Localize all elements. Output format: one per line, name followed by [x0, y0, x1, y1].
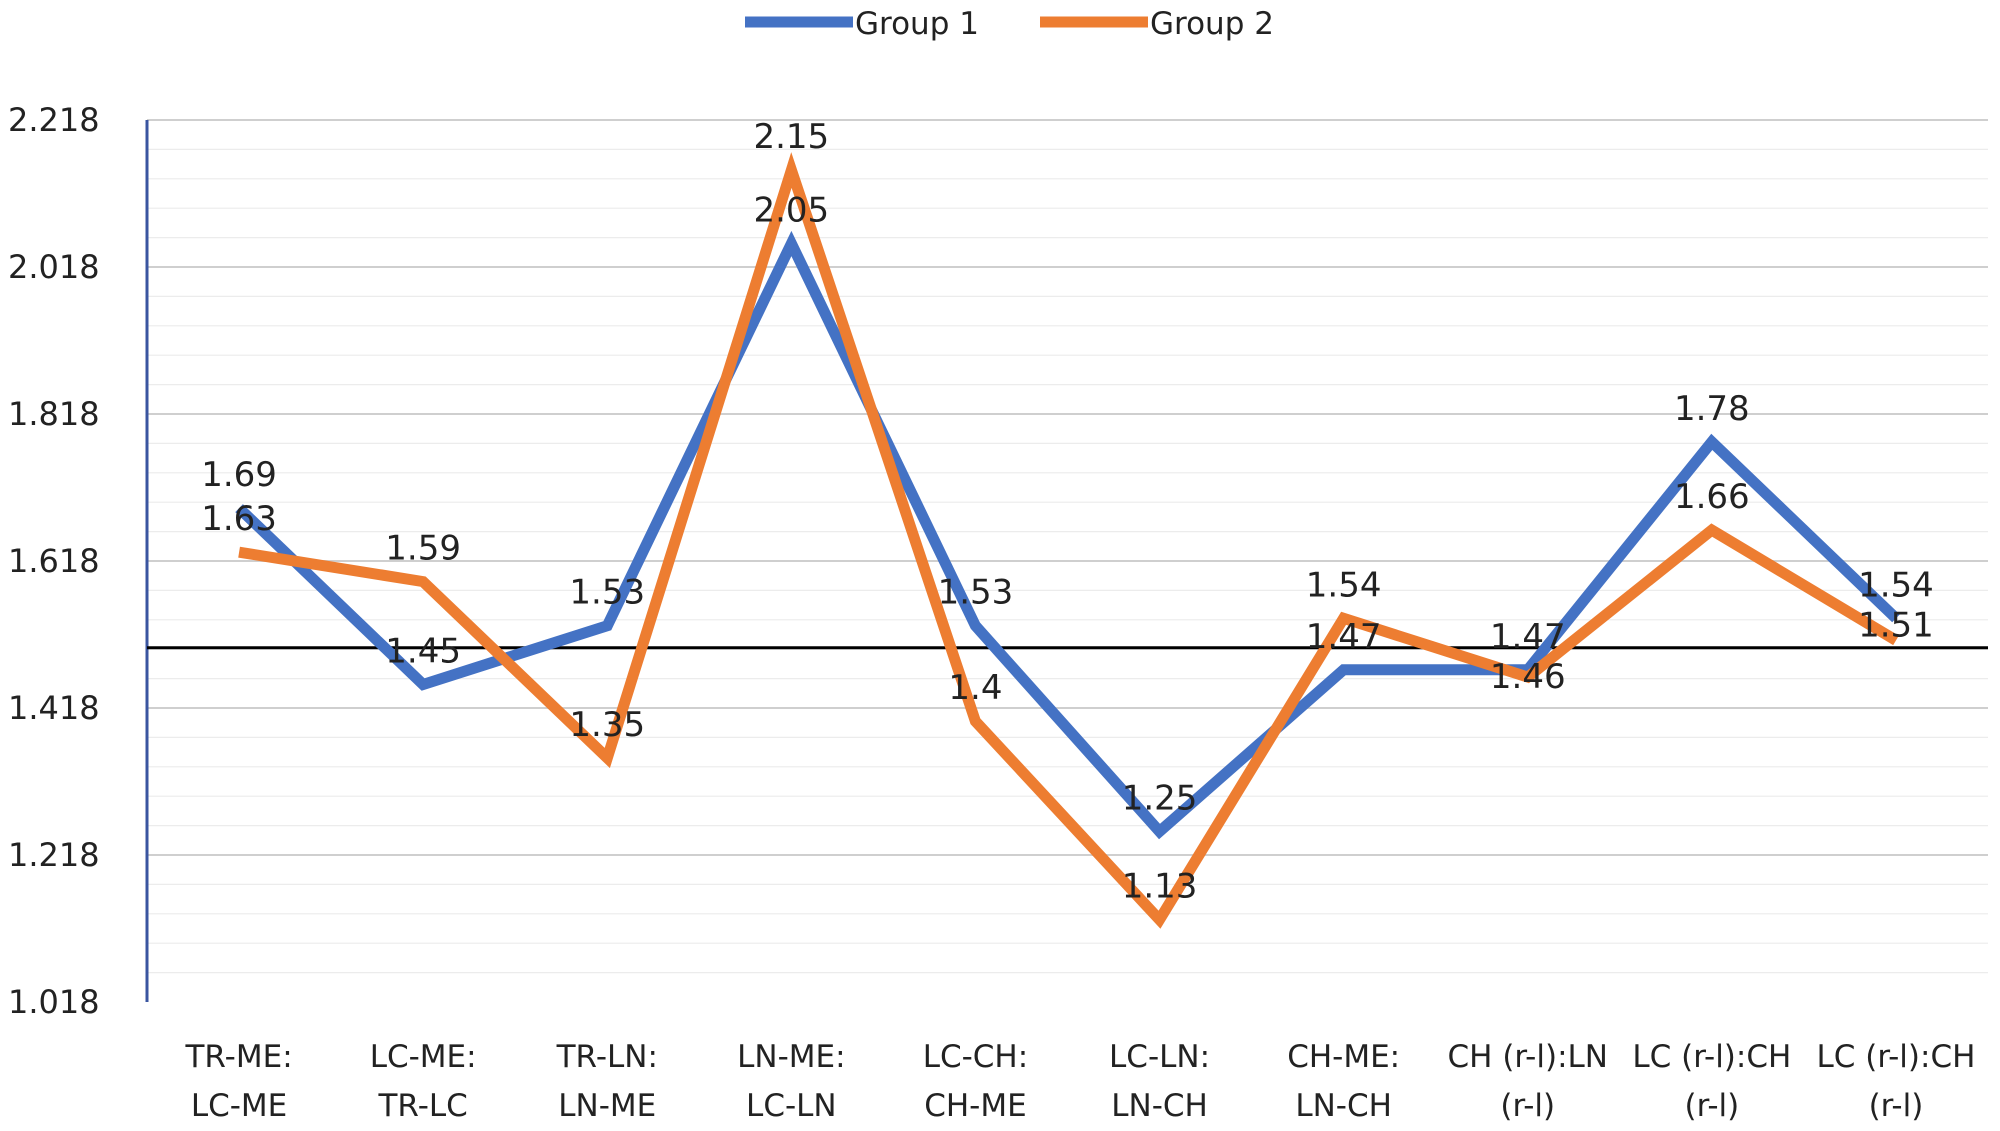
x-category-label-line: TR-LN:	[556, 1039, 658, 1075]
legend: Group 1 Group 2	[745, 6, 1274, 42]
y-tick-label: 1.818	[8, 395, 100, 433]
data-label: 2.05	[753, 190, 829, 230]
y-tick-label: 2.018	[8, 248, 100, 286]
data-label: 1.53	[569, 573, 645, 613]
x-category-label-line: (r-l)	[1869, 1088, 1924, 1124]
data-label: 1.47	[1490, 617, 1566, 657]
data-label: 1.47	[1306, 617, 1382, 657]
x-category-label-line: LC (r-l):CH	[1816, 1039, 1975, 1075]
x-category-label: TR-LN: LN-ME	[556, 1039, 658, 1124]
x-category-label-line: (r-l)	[1500, 1088, 1555, 1124]
x-category-label: CH-ME: LN-CH	[1287, 1039, 1400, 1124]
data-label: 1.54	[1306, 565, 1382, 605]
x-axis-category-labels: TR-ME:LC-MELC-ME:TR-LCTR-LN:LN-MELN-ME:L…	[184, 1039, 1975, 1124]
data-label: 1.25	[1122, 778, 1198, 818]
x-category-label-line: CH (r-l):LN	[1448, 1039, 1608, 1075]
data-labels: 1.691.63 1.59 1.45 1.53 1.35 2.15 2.05 1.53 1.4 1…	[201, 117, 1934, 907]
data-label: 1.78	[1674, 389, 1750, 429]
x-category-label-line: LC-ME:	[370, 1039, 477, 1075]
x-category-label: LC-CH: CH-ME	[923, 1039, 1029, 1124]
x-category-label-line: LC (r-l):CH	[1632, 1039, 1791, 1075]
x-category-label-line: CH-ME:	[1287, 1039, 1400, 1075]
x-category-label: LC-ME: TR-LC	[370, 1039, 477, 1124]
data-label: 1.35	[569, 705, 645, 745]
data-label: 1.13	[1122, 867, 1198, 907]
data-label: 1.63	[201, 499, 277, 539]
y-axis-tick-labels: 2.218 2.018 1.818 1.618 1.418 1.218 1.018	[8, 101, 100, 1021]
x-category-label-line: (r-l)	[1684, 1088, 1739, 1124]
series-line-2	[238, 152, 1899, 929]
y-tick-label: 1.618	[8, 542, 100, 580]
x-category-label-line: LC-LN:	[1109, 1039, 1210, 1075]
x-category-label: LC (r-l):CH (r-l)	[1816, 1039, 1975, 1124]
series-line-1	[235, 230, 1900, 840]
x-category-label: LN-ME: LC-LN	[737, 1039, 845, 1124]
data-label: 1.45	[385, 631, 461, 671]
data-label: 1.51	[1858, 605, 1934, 645]
x-category-label-line: LN-ME:	[737, 1039, 845, 1075]
data-label: 1.46	[1490, 657, 1566, 697]
x-category-label-line: CH-ME	[924, 1088, 1026, 1124]
y-tick-label: 2.218	[8, 101, 100, 139]
data-label: 1.69	[201, 455, 277, 495]
y-tick-label: 1.418	[8, 689, 100, 727]
x-category-label: CH (r-l):LN (r-l)	[1448, 1039, 1608, 1124]
x-category-label-line: LC-CH:	[923, 1039, 1029, 1075]
x-category-label-line: LN-CH	[1111, 1088, 1208, 1124]
x-category-label: TR-ME: LC-ME	[184, 1039, 292, 1124]
x-category-label-line: LC-LN	[746, 1088, 837, 1124]
x-category-label: LC (r-l):CH (r-l)	[1632, 1039, 1791, 1124]
x-category-label-line: LN-ME	[558, 1088, 656, 1124]
legend-label: Group 2	[1150, 6, 1274, 42]
x-category-label-line: LN-CH	[1295, 1088, 1392, 1124]
x-category-label-line: TR-LC	[377, 1088, 467, 1124]
data-label: 2.15	[753, 117, 829, 157]
data-label: 1.53	[938, 573, 1014, 613]
series-lines	[235, 152, 1900, 929]
x-category-label: LC-LN: LN-CH	[1109, 1039, 1210, 1124]
data-label: 1.59	[385, 529, 461, 569]
legend-label: Group 1	[855, 6, 979, 42]
data-label: 1.54	[1858, 565, 1934, 605]
y-tick-label: 1.018	[8, 983, 100, 1021]
data-label: 1.4	[948, 668, 1002, 708]
y-tick-label: 1.218	[8, 836, 100, 874]
x-category-label-line: TR-ME:	[184, 1039, 292, 1075]
x-category-label-line: LC-ME	[191, 1088, 287, 1124]
data-label: 1.66	[1674, 477, 1750, 517]
